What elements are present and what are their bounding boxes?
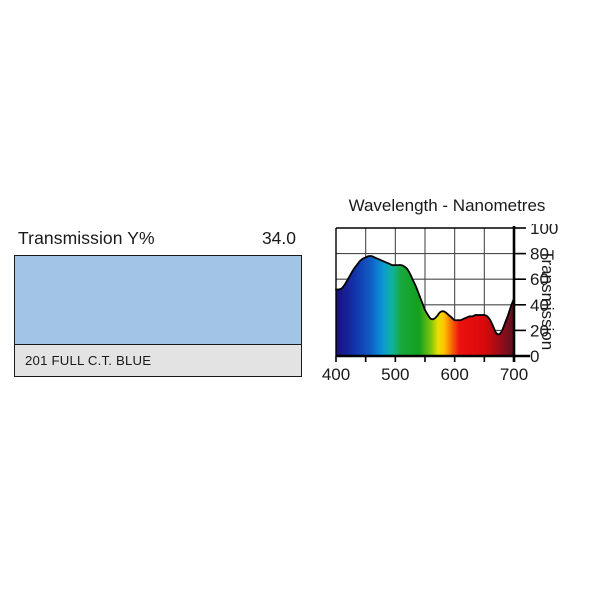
y-axis-title: Transmission: [538, 249, 557, 351]
y-tick-label: 40: [530, 296, 549, 315]
chart-title: Wavelength - Nanometres: [348, 196, 546, 215]
plot-frame: [335, 227, 514, 356]
y-axis-tick-labels: 0 20 40 60 80 100: [530, 224, 558, 366]
y-tick-label: 100: [530, 224, 558, 238]
y-axis-ticks: [514, 227, 526, 357]
chart-plot-area: 400 500 600 700 0 20 40 60 80 100: [318, 224, 576, 384]
y-tick-label: 60: [530, 270, 549, 289]
y-tick-label: 20: [530, 321, 549, 340]
filter-swatch-panel: Transmission Y% 34.0 201 FULL C.T. BLUE: [14, 228, 302, 377]
y-tick-label: 80: [530, 245, 549, 264]
transmission-value: 34.0: [261, 228, 296, 248]
x-tick-label: 600: [440, 365, 468, 384]
color-swatch: [15, 256, 301, 344]
swatch-card: 201 FULL C.T. BLUE: [14, 255, 302, 377]
transmission-curve: [335, 255, 515, 336]
x-tick-label: 500: [381, 365, 409, 384]
x-tick-label: 700: [500, 365, 528, 384]
transmission-label: Transmission Y%: [18, 228, 155, 248]
filter-name-label: 201 FULL C.T. BLUE: [25, 353, 152, 368]
plot-axis-lines: [336, 226, 530, 362]
swatch-name-strip: 201 FULL C.T. BLUE: [15, 344, 301, 376]
spectral-chart-panel: Wavelength - Nanometres: [318, 196, 590, 396]
x-axis-ticks: [335, 356, 515, 362]
x-axis-tick-labels: 400 500 600 700: [322, 365, 528, 384]
transmission-spectrum-chart: 400 500 600 700 0 20 40 60 80 100: [322, 224, 559, 384]
x-tick-label: 400: [322, 365, 350, 384]
transmission-row: Transmission Y% 34.0: [14, 228, 302, 255]
y-tick-label: 0: [530, 347, 539, 366]
